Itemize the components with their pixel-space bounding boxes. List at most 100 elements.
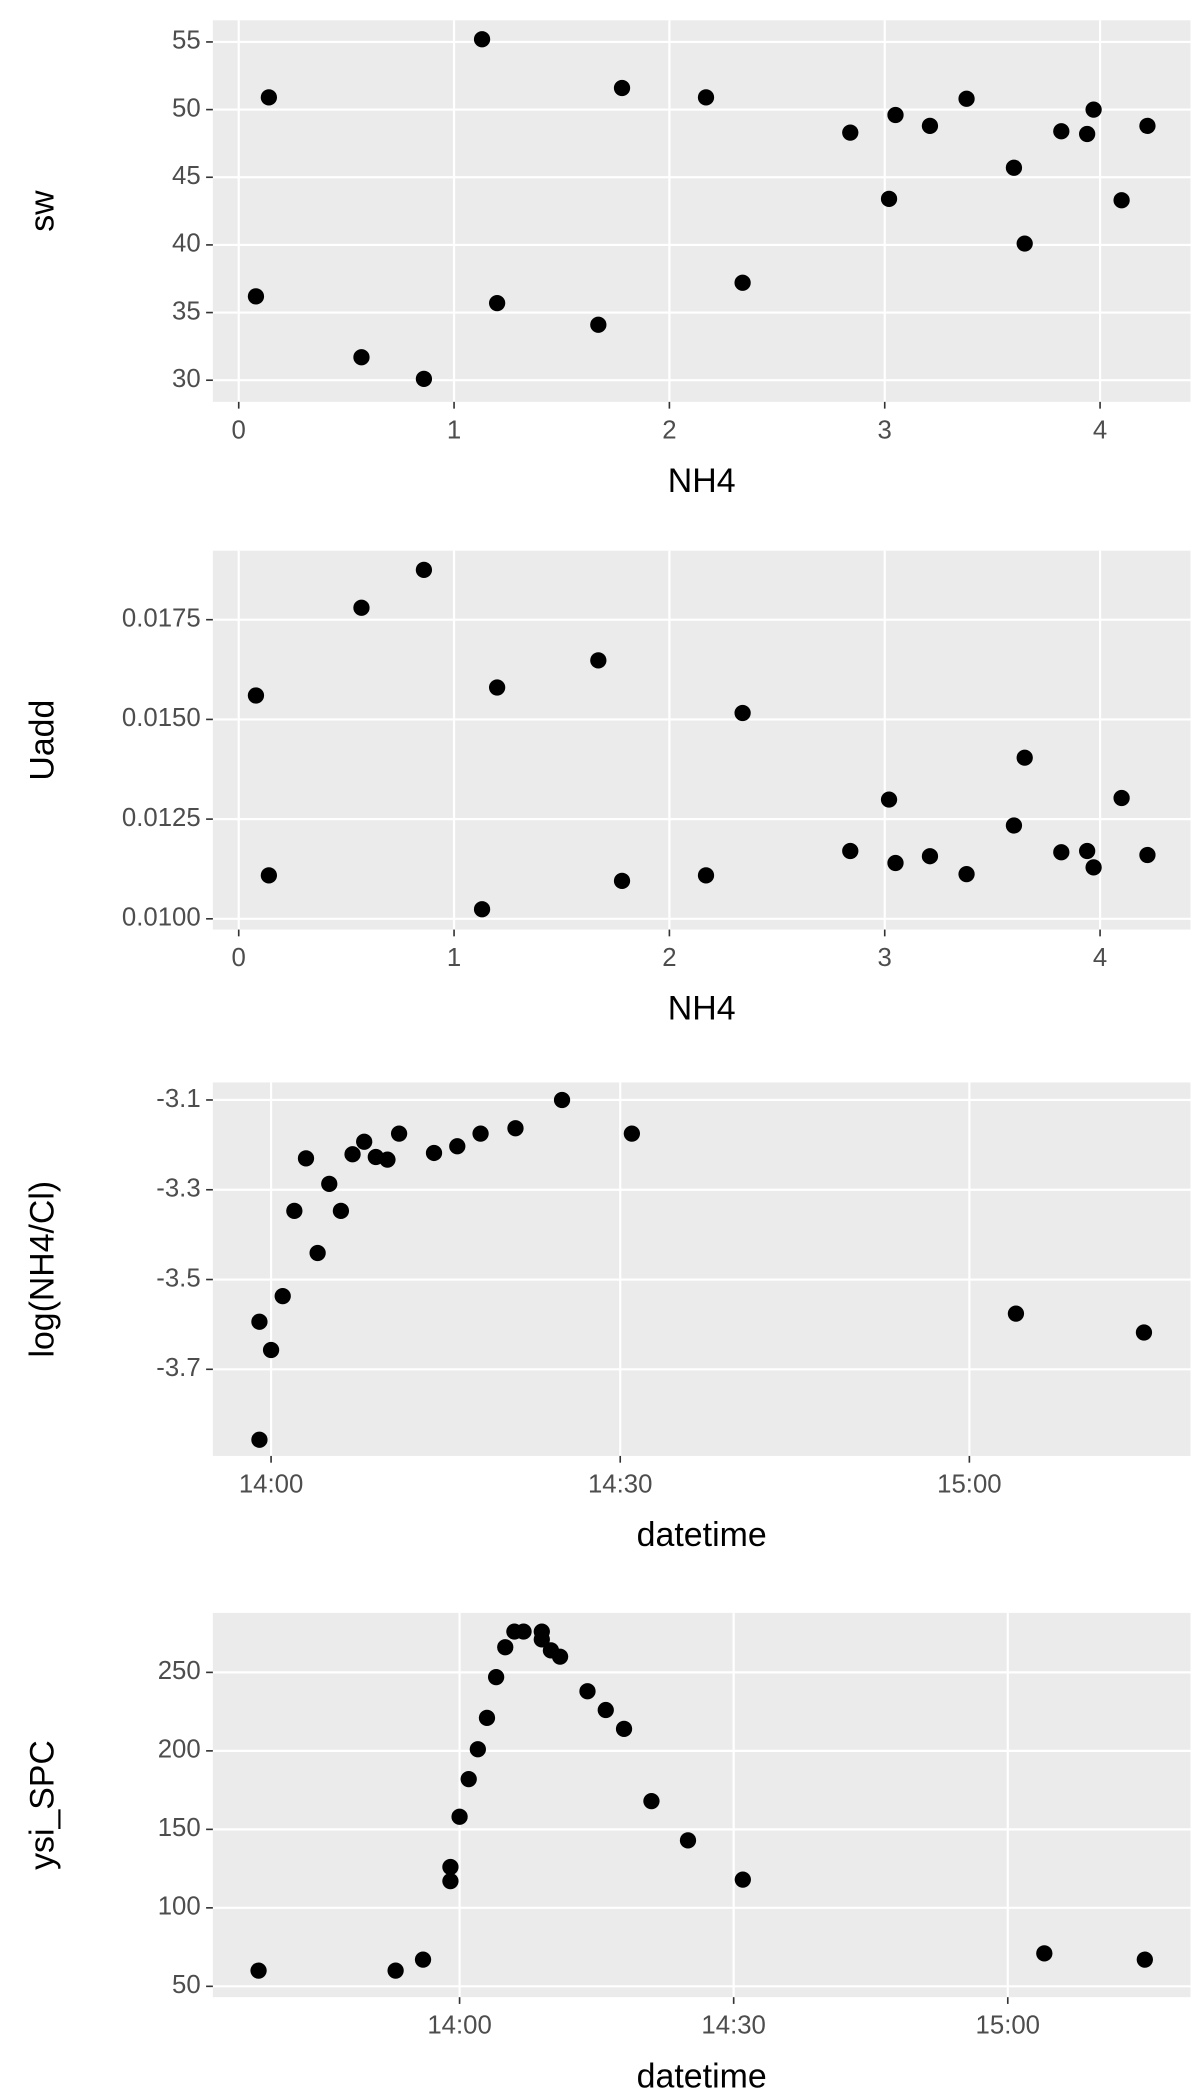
point [286,1202,303,1219]
point [553,1091,571,1109]
point [415,561,433,578]
x-tick-label: 14:30 [588,1471,652,1499]
point [478,1709,496,1727]
point [734,274,751,291]
x-tick-label: 1 [447,416,461,444]
point [1005,817,1023,834]
point [623,1125,640,1142]
point [297,1150,315,1167]
point [262,1341,280,1359]
y-tick-label: 55 [172,27,201,55]
point [251,1431,268,1448]
point [842,842,859,860]
point [353,349,370,366]
x-tick-label: 0 [232,944,246,972]
point [958,866,975,883]
y-axis-title: ysi_SPC [24,1740,62,1870]
y-tick-label: 0.0175 [122,605,201,633]
plot-panel [212,1082,1191,1456]
y-tick-label: -3.7 [156,1354,200,1382]
point [460,1771,477,1788]
point [613,872,631,890]
point [309,1244,326,1262]
y-axis-title: log(NH4/Cl) [24,1181,62,1358]
point [615,1720,633,1738]
x-tick-label: 1 [447,944,461,972]
point [379,1151,396,1168]
point [414,1951,432,1968]
point [250,1962,267,1979]
point [274,1288,291,1305]
point [415,370,433,387]
point [1079,125,1096,143]
point [880,791,898,808]
x-tick-label: 14:30 [701,2012,765,2040]
y-tick-label: 0.0125 [122,804,201,832]
point [247,687,265,704]
y-tick-label: 30 [172,365,201,393]
point [425,1144,443,1162]
point [579,1683,596,1700]
point [1016,235,1033,252]
point [551,1648,569,1665]
y-tick-label: 150 [158,1814,201,1842]
x-axis-title: datetime [637,2057,767,2095]
point [533,1631,550,1648]
x-axis-title: NH4 [668,990,736,1028]
point [1007,1305,1025,1322]
point [590,316,607,333]
point [488,679,506,696]
point [880,190,898,208]
point [332,1202,350,1219]
y-axis-title: Uadd [24,700,62,781]
point [679,1832,697,1849]
point [734,704,751,722]
y-tick-label: -3.1 [156,1085,200,1113]
point [260,89,278,106]
x-tick-label: 3 [878,416,892,444]
plot-panel [212,20,1191,402]
point [507,1120,524,1137]
point [442,1873,459,1890]
x-axis-title: datetime [637,1516,767,1554]
y-tick-label: 0.0150 [122,704,201,732]
point [1085,859,1102,876]
plot-panel [212,1612,1191,1998]
point [473,901,491,918]
point [390,1125,408,1142]
y-tick-label: 50 [172,94,201,122]
point [487,1668,505,1686]
x-tick-label: 3 [878,944,892,972]
point [597,1701,614,1719]
point [449,1138,466,1155]
y-tick-label: 100 [158,1893,201,1921]
y-axis-title: sw [24,190,62,232]
point [473,31,491,48]
x-tick-label: 15:00 [976,2012,1040,2040]
point [1079,842,1096,860]
point [344,1146,361,1163]
point [842,124,859,141]
point [472,1125,489,1142]
y-tick-label: -3.3 [156,1175,200,1203]
point [1053,123,1070,140]
point [1135,1324,1153,1341]
point [251,1313,268,1330]
point [1139,117,1156,134]
point [887,854,904,872]
x-tick-label: 0 [232,416,246,444]
y-tick-label: 250 [158,1657,201,1685]
point [387,1962,404,1979]
point [515,1623,532,1640]
point [469,1741,486,1758]
plot-panel [212,550,1191,930]
y-tick-label: 40 [172,230,201,258]
y-tick-label: 200 [158,1736,201,1764]
point [613,79,631,97]
x-tick-label: 14:00 [239,1471,303,1499]
x-tick-label: 15:00 [937,1471,1001,1499]
point [442,1858,459,1876]
x-tick-label: 14:00 [427,2012,491,2040]
point [887,106,904,124]
